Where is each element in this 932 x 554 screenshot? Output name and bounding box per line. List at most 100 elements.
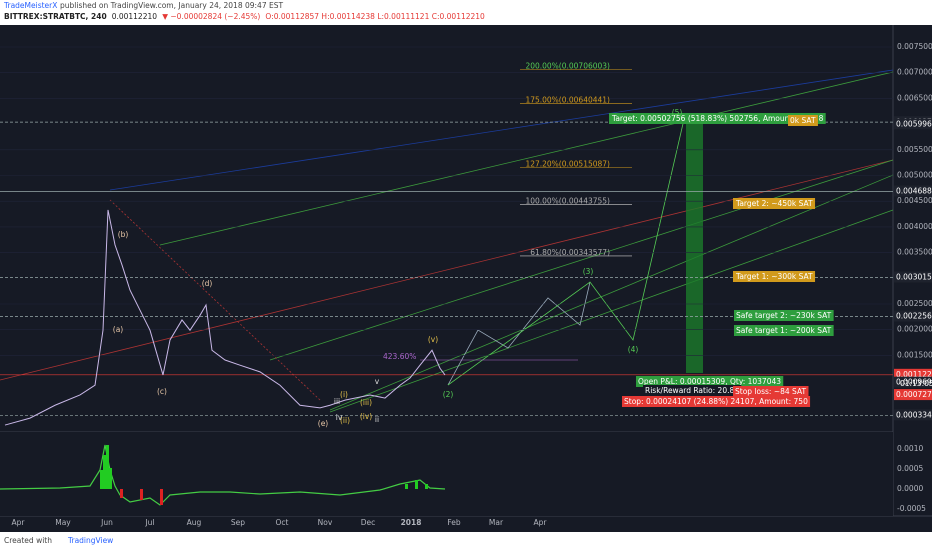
trend-lines <box>0 69 894 413</box>
time-tick-label: Sep <box>231 518 245 527</box>
time-tick-label: Apr <box>12 518 26 527</box>
price-tick-label: 0.00350000 <box>897 248 932 257</box>
indicator-bar <box>100 470 103 489</box>
wave-label: (4) <box>628 345 639 354</box>
label-box <box>788 115 818 126</box>
label-box <box>894 118 932 130</box>
wave-label: (5) <box>672 108 683 117</box>
indicator-bar <box>160 489 163 505</box>
label-box <box>609 113 826 124</box>
wave-label: ii <box>375 415 379 424</box>
label-box <box>894 389 932 401</box>
symbol: BITTREX:STRATBTC, 240 <box>4 12 107 21</box>
wave-label: (iv) <box>360 412 372 421</box>
price-tick-label: 0.00400000 <box>897 222 932 231</box>
label-box <box>733 198 816 209</box>
label-box <box>622 396 811 407</box>
header-bar <box>0 0 932 25</box>
indicator-bar <box>425 484 428 489</box>
label-box <box>894 376 932 388</box>
label-box <box>733 386 809 397</box>
price-tick-label: 0.00450000 <box>897 196 932 205</box>
price-marker: 0.00599657 <box>896 119 932 128</box>
time-tick-label: 2018 <box>401 518 422 527</box>
label-box <box>894 271 932 283</box>
fib-label: 127.20%(0.00515087) <box>525 160 610 169</box>
target-label: Safe target 1: ~200k SAT <box>736 326 832 335</box>
label-box <box>894 310 932 322</box>
time-tick-label: Apr <box>534 518 548 527</box>
target-zone <box>686 121 703 373</box>
target-label: Target 2: ~450k SAT <box>735 199 813 208</box>
time-tick-label: May <box>55 518 71 527</box>
price-tick-label: 0.00150000 <box>897 350 932 359</box>
wave-label: iv <box>336 413 343 422</box>
label-box <box>643 385 742 396</box>
label-box <box>894 409 932 421</box>
label-box <box>894 185 932 197</box>
price-marker: 0.00033455 <box>896 410 932 419</box>
wave-label: (v) <box>428 335 438 344</box>
brand[interactable]: TradingView <box>67 536 113 545</box>
footer-bar <box>0 532 932 550</box>
published: published on TradingView.com, January 24… <box>60 1 283 10</box>
wave-label: (b) <box>118 230 129 239</box>
fib-label: 175.00%(0.00640441) <box>525 95 610 104</box>
symbol-field: ▼ −0.00002824 (−2.45%) <box>162 12 260 21</box>
price-tick-label: 0.00750000 <box>897 42 932 51</box>
label-box <box>894 368 932 380</box>
author[interactable]: TradeMeisterX <box>3 1 57 10</box>
price-marker: 0.00096901 <box>896 378 932 387</box>
wave-label: (a) <box>113 325 124 334</box>
target-label: Open P&L: 0.00015309, Qty: 1037043 <box>638 377 781 386</box>
target-label: 0k SAT <box>790 116 816 125</box>
indicator-bar <box>140 489 143 500</box>
indicator-bar <box>103 455 106 489</box>
price-marker: 0.00072794 <box>896 390 932 399</box>
price-tick-label: 0.00550000 <box>897 145 932 154</box>
price-marker: 0.00468816 <box>896 187 932 196</box>
label-box <box>734 325 834 336</box>
price-marker: 0.00301500 <box>896 273 932 282</box>
label-box <box>733 271 816 282</box>
price-tick-label: 0.00500000 <box>897 171 932 180</box>
indicator-bar <box>415 480 418 489</box>
price-tick-label: 0.00250000 <box>897 299 932 308</box>
wave-label: (c) <box>157 387 167 396</box>
wave-label: (2) <box>443 390 454 399</box>
indicator-bar <box>106 445 109 489</box>
time-tick-label: Feb <box>447 518 461 527</box>
wave-label: (iii) <box>360 398 372 407</box>
time-tick-label: Mar <box>489 518 504 527</box>
time-tick-label: Jul <box>144 518 154 527</box>
countdown: 01:13:05 <box>900 379 932 388</box>
wave-label: (e) <box>318 419 329 428</box>
time-tick-label: Oct <box>276 518 289 527</box>
time-tick-label: Aug <box>187 518 202 527</box>
price-line <box>4 209 446 426</box>
target-label: Stop loss: ~84 SAT <box>735 387 806 396</box>
time-tick-label: Dec <box>361 518 376 527</box>
target-label: Stop: 0.00024107 (24.88%) 24107, Amount:… <box>624 397 808 406</box>
wave-label: (d) <box>202 279 213 288</box>
indicator-tick-label: 0.0010 <box>897 444 923 453</box>
price-tick-label: 0.00700000 <box>897 68 932 77</box>
label-box <box>734 310 834 321</box>
price-tick-label: 0.00200000 <box>897 325 932 334</box>
target-label: Target: 0.00502756 (518.83%) 502756, Amo… <box>611 114 824 123</box>
indicator-bar <box>109 468 112 489</box>
price-marker: 0.00225638 <box>896 312 932 321</box>
fib-label: 200.00%(0.00706003) <box>525 62 610 71</box>
indicator-bar <box>405 484 408 489</box>
wave-label: (ii) <box>340 416 350 425</box>
time-tick-label: Jun <box>100 518 113 527</box>
wave-label: v <box>375 377 380 386</box>
target-label: Safe target 2: ~230k SAT <box>736 311 832 320</box>
fib-label: 100.00%(0.00443755) <box>525 196 610 205</box>
wave-label: (i) <box>340 390 348 399</box>
target-label: Target 1: ~300k SAT <box>735 272 813 281</box>
wave-label: iii <box>334 397 340 406</box>
indicator-line <box>0 444 446 506</box>
fib-label: 423.60% <box>383 352 416 361</box>
